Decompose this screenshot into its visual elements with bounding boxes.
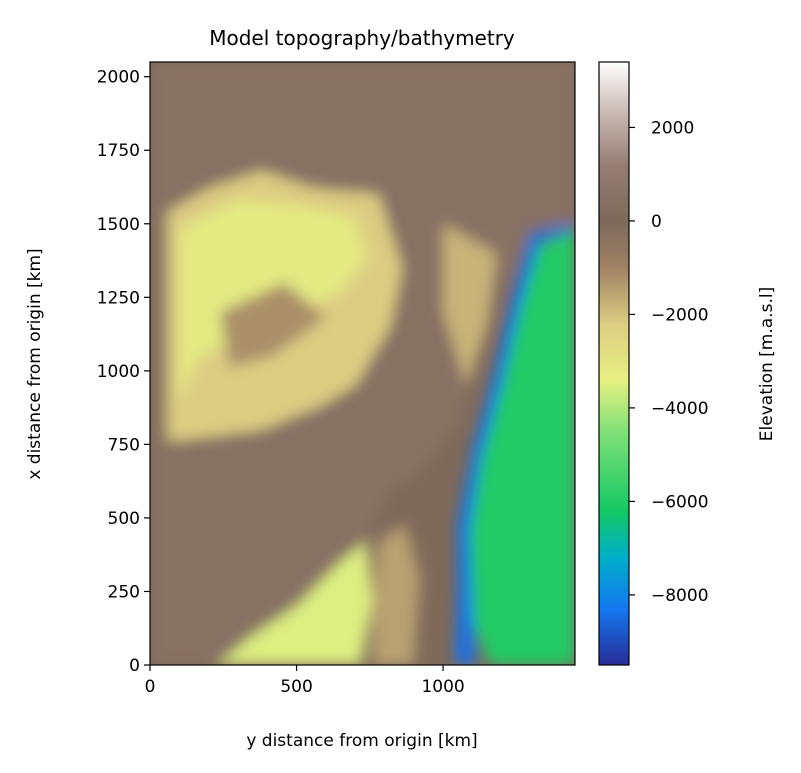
x-tick-label: 500 [280, 677, 312, 697]
colorbar-tick-label: −8000 [651, 586, 709, 606]
map-area [149, 61, 576, 666]
map-frame [149, 61, 576, 666]
y-axis-label: x distance from origin [km] [25, 248, 45, 479]
region-southern-shelf [217, 541, 373, 665]
y-tick-label: 1000 [97, 362, 140, 382]
x-tick-label: 0 [145, 677, 156, 697]
region-basin-ridge [220, 282, 326, 368]
y-tick-label: 750 [108, 435, 140, 455]
y-axis: 0 250 500 750 1000 1250 1500 1750 2000 [97, 68, 150, 676]
y-tick-label: 0 [129, 656, 140, 676]
x-axis: 0 500 1000 [145, 665, 465, 697]
chart-title: Model topography/bathymetry [209, 26, 515, 50]
y-tick-label: 2000 [97, 68, 140, 88]
colorbar-tick-label: 0 [651, 212, 662, 232]
region-interior-slope [443, 223, 496, 386]
y-tick-label: 1750 [97, 141, 140, 161]
colorbar-tick-label: −2000 [651, 305, 709, 325]
colorbar-tick-label: 2000 [651, 118, 694, 138]
colorbar-ticks: 2000 0 −2000 −4000 −6000 −8000 [629, 118, 709, 606]
y-tick-label: 1250 [97, 288, 140, 308]
region-abyssal-plain [463, 229, 575, 665]
y-tick-label: 250 [108, 582, 140, 602]
colorbar-label: Elevation [m.a.s.l] [757, 287, 777, 441]
colorbar-tick-label: −6000 [651, 492, 709, 512]
y-tick-label: 1500 [97, 215, 140, 235]
region-southern-slope [372, 523, 420, 665]
colorbar-scale [598, 61, 630, 666]
colorbar-tick-label: −4000 [651, 399, 709, 419]
y-tick-label: 500 [108, 509, 140, 529]
region-trench [454, 223, 575, 665]
x-axis-label: y distance from origin [km] [246, 731, 477, 751]
x-tick-label: 1000 [421, 677, 464, 697]
colorbar: 2000 0 −2000 −4000 −6000 −8000 Elevation [m.a… [598, 61, 777, 666]
